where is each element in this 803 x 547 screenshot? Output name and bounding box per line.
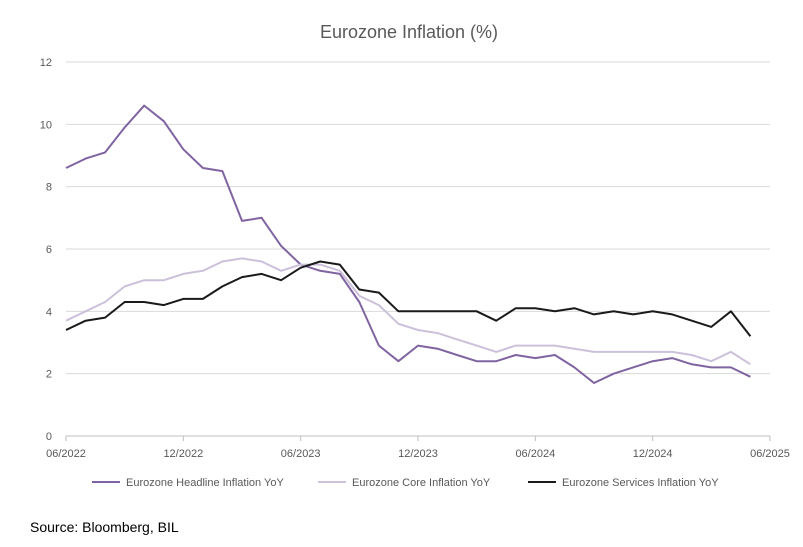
y-tick-label: 0 — [46, 431, 52, 443]
x-tick-label: 06/2022 — [46, 448, 86, 460]
series-line-0 — [65, 104, 751, 384]
x-tick-label: 06/2025 — [750, 448, 790, 460]
legend-label: Eurozone Services Inflation YoY — [562, 477, 719, 489]
gridlines — [66, 61, 770, 375]
y-tick-label: 10 — [40, 119, 52, 131]
axes: 0 2 4 6 8 10 12 06/2022 12/2022 06/2023 12/2023 06/… — [40, 57, 790, 460]
series — [65, 104, 752, 384]
x-tick-label: 12/2022 — [163, 448, 203, 460]
chart-title: Eurozone Inflation (%) — [320, 22, 498, 42]
y-tick-label: 2 — [46, 369, 52, 381]
x-tick-label: 06/2023 — [281, 448, 321, 460]
y-tick-label: 4 — [46, 306, 52, 318]
x-tick-label: 06/2024 — [515, 448, 555, 460]
y-tick-label: 12 — [40, 57, 52, 69]
x-tick-label: 12/2023 — [398, 448, 438, 460]
legend-label: Eurozone Headline Inflation YoY — [126, 477, 284, 489]
legend: Eurozone Headline Inflation YoY Eurozone … — [92, 477, 719, 489]
y-tick-label: 6 — [46, 244, 52, 256]
legend-label: Eurozone Core Inflation YoY — [352, 477, 491, 489]
series-line-1 — [65, 257, 751, 366]
series-line-2 — [65, 260, 752, 337]
source-note: Source: Bloomberg, BIL — [30, 519, 179, 535]
y-tick-label: 8 — [46, 182, 52, 194]
x-tick-label: 12/2024 — [633, 448, 673, 460]
